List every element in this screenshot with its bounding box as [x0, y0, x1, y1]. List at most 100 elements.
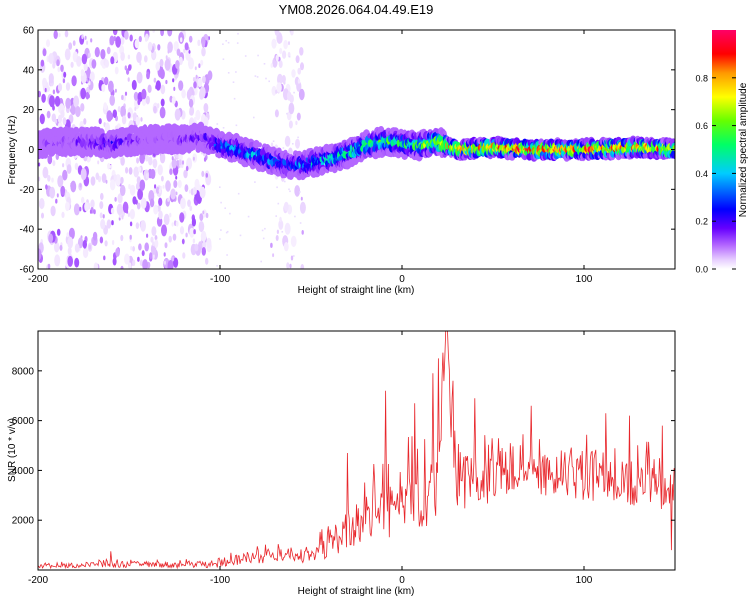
noise-speck — [286, 112, 288, 115]
noise-speck — [192, 77, 196, 82]
noise-speck — [128, 262, 132, 269]
noise-speck — [140, 117, 143, 122]
noise-speck — [165, 79, 168, 85]
noise-speck — [81, 53, 88, 65]
noise-speck — [150, 236, 154, 243]
noise-speck — [127, 54, 131, 60]
noise-speck — [137, 256, 140, 262]
noise-speck — [52, 62, 56, 69]
noise-speck — [99, 201, 104, 210]
noise-speck — [197, 77, 203, 88]
noise-speck — [131, 79, 137, 91]
noise-speck — [279, 216, 282, 223]
noise-speck — [129, 221, 133, 227]
noise-speck — [42, 48, 47, 57]
noise-speck — [120, 265, 124, 269]
noise-speck — [82, 247, 89, 259]
x-tick-label: 0 — [399, 274, 405, 285]
x-tick-label: 0 — [399, 575, 405, 586]
noise-speck — [278, 219, 284, 230]
noise-speck — [264, 227, 266, 230]
noise-speck — [147, 84, 152, 94]
noise-speck — [297, 67, 302, 75]
noise-speck — [73, 95, 80, 108]
colorbar-tick-label: 0.4 — [695, 169, 708, 179]
noise-speck — [254, 181, 256, 183]
noise-speck — [270, 142, 274, 148]
noise-speck — [136, 157, 140, 164]
noise-speck — [139, 179, 146, 191]
noise-speck — [157, 103, 160, 109]
noise-speck — [105, 179, 108, 184]
noise-speck — [181, 89, 186, 99]
noise-speck — [111, 220, 114, 226]
noise-speck — [62, 163, 65, 168]
noise-speck — [193, 116, 197, 123]
snr-frame — [37, 330, 676, 571]
noise-speck — [127, 77, 130, 82]
noise-speck — [137, 188, 144, 200]
noise-speck — [169, 212, 172, 218]
noise-speck — [153, 77, 157, 83]
noise-speck — [128, 167, 133, 175]
noise-speck — [109, 94, 115, 106]
noise-speck — [39, 198, 45, 210]
noise-speck — [263, 63, 266, 65]
noise-speck — [237, 32, 239, 35]
noise-speck — [39, 113, 45, 125]
noise-speck — [83, 118, 87, 125]
noise-speck — [165, 180, 171, 192]
noise-speck — [180, 37, 183, 43]
noise-speck — [195, 74, 198, 79]
noise-speck — [65, 201, 70, 212]
noise-speck — [144, 55, 148, 63]
noise-speck — [233, 97, 236, 100]
noise-speck — [187, 199, 191, 207]
colorbar-gradient — [712, 30, 736, 269]
noise-speck — [139, 152, 145, 164]
noise-speck — [84, 35, 87, 40]
noise-speck — [154, 184, 157, 189]
noise-speck — [171, 96, 176, 105]
noise-speck — [281, 231, 284, 233]
noise-speck — [57, 175, 64, 188]
noise-speck — [199, 213, 204, 222]
noise-speck — [54, 254, 61, 267]
noise-speck — [135, 222, 140, 230]
figure-title: YM08.2026.064.04.49.E19 — [279, 2, 434, 17]
noise-speck — [80, 103, 85, 112]
noise-speck — [183, 48, 186, 54]
snr-series-line — [38, 331, 675, 570]
y-tick-label: 20 — [23, 105, 35, 116]
noise-speck — [159, 152, 166, 164]
noise-speck — [275, 235, 279, 241]
y-tick-label: 2000 — [12, 516, 35, 527]
noise-speck — [274, 109, 279, 118]
noise-speck — [115, 247, 120, 257]
noise-speck — [220, 201, 222, 204]
noise-speck — [110, 164, 113, 170]
noise-speck — [73, 203, 80, 216]
noise-speck — [298, 88, 305, 101]
noise-speck — [137, 98, 141, 106]
noise-speck — [188, 50, 191, 54]
noise-speck — [274, 30, 280, 36]
noise-speck — [164, 242, 168, 249]
noise-speck — [161, 224, 167, 237]
noise-speck — [173, 257, 179, 268]
noise-speck — [66, 164, 72, 174]
noise-speck — [90, 38, 93, 43]
noise-speck — [121, 215, 124, 220]
noise-speck — [47, 154, 53, 165]
noise-speck — [44, 78, 47, 83]
noise-speck — [185, 165, 189, 172]
noise-speck — [94, 47, 100, 58]
noise-speck — [194, 66, 197, 71]
noise-speck — [193, 229, 196, 235]
noise-speck — [125, 167, 129, 174]
noise-speck — [216, 123, 219, 125]
noise-speck — [102, 214, 105, 219]
noise-speck — [136, 176, 141, 185]
noise-speck — [67, 247, 72, 256]
noise-speck — [170, 188, 176, 200]
